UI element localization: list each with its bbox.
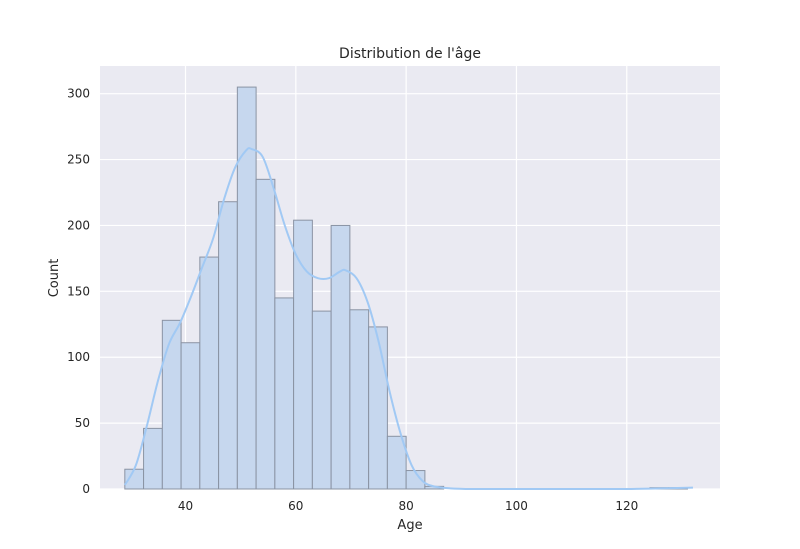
x-tick-label: 80 <box>398 499 413 513</box>
y-axis-label: Count <box>47 259 62 298</box>
histogram-bar <box>386 435 407 490</box>
histogram-bar <box>274 297 295 490</box>
x-tick-label: 60 <box>288 499 303 513</box>
y-tick-label: 50 <box>75 416 90 430</box>
histogram-bar <box>255 178 276 490</box>
x-tick-label: 120 <box>615 499 638 513</box>
y-tick-label: 250 <box>67 153 90 167</box>
y-tick-label: 0 <box>82 482 90 496</box>
histogram-bar <box>311 310 332 490</box>
histogram-bar <box>236 86 257 490</box>
y-tick-label: 200 <box>67 218 90 232</box>
y-tick-labels: 0 50 100 150 200 250 300 <box>67 87 90 496</box>
x-axis-label: Age <box>397 518 422 533</box>
histogram-bar <box>330 224 351 490</box>
histogram-bar <box>143 427 163 490</box>
chart-title: Distribution de l'âge <box>339 46 481 62</box>
histogram-bar <box>199 256 220 490</box>
y-tick-label: 100 <box>67 350 90 364</box>
histogram-bar <box>180 342 201 490</box>
x-tick-label: 100 <box>505 499 528 513</box>
x-tick-labels: 40 60 80 100 120 <box>178 499 638 513</box>
kde-curve <box>123 147 693 491</box>
histogram-bars <box>124 86 688 490</box>
y-tick-label: 150 <box>67 284 90 298</box>
histogram-bar <box>293 219 313 490</box>
histogram-bar <box>368 326 388 490</box>
histogram-bar <box>218 201 238 490</box>
histogram-bar <box>161 319 182 490</box>
x-tick-label: 40 <box>178 499 193 513</box>
y-tick-label: 300 <box>67 87 90 101</box>
histogram-bar <box>349 309 370 490</box>
